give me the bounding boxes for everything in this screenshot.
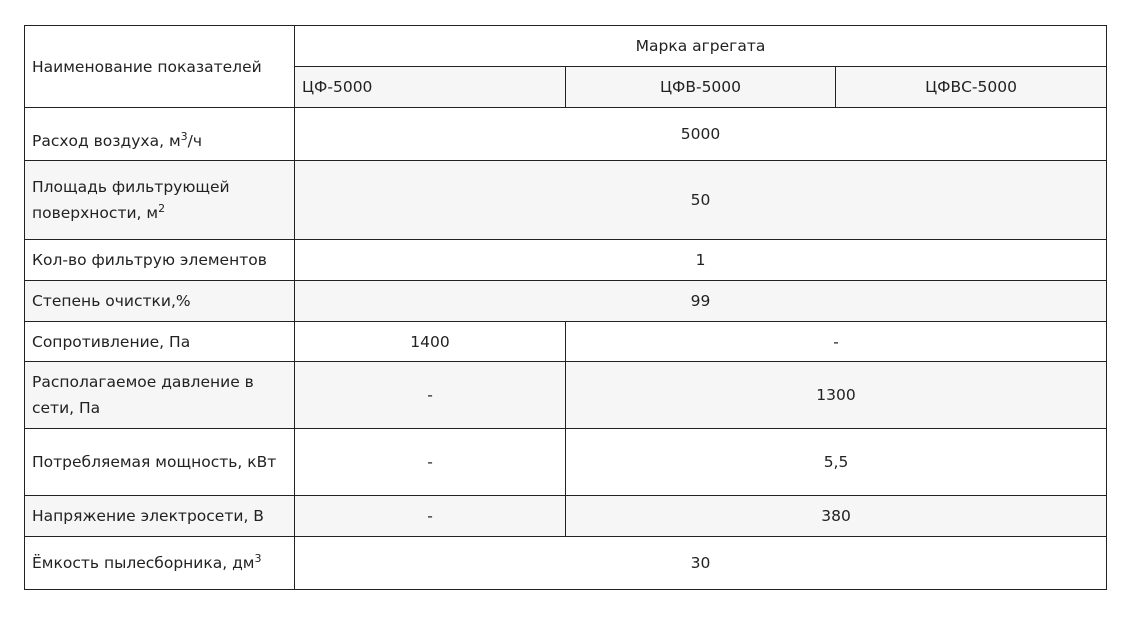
header-name-col: Наименование показателей	[24, 25, 295, 108]
table-row: Сопротивление, Па 1400 -	[24, 321, 1108, 362]
table-row: Располагаемое давление в сети, Па - 1300	[24, 361, 1108, 429]
row-label: Кол-во фильтрую элементов	[24, 239, 295, 281]
row-value: 1400	[294, 321, 566, 362]
row-value: 5,5	[564, 428, 1108, 496]
row-value: 1	[293, 239, 1108, 281]
row-value: -	[564, 321, 1108, 362]
row-label: Расход воздуха, м3/ч	[24, 107, 295, 161]
header-model: ЦФВ-5000	[565, 66, 836, 108]
row-label: Располагаемое давление в сети, Па	[24, 361, 295, 429]
table-row: Потребляемая мощность, кВт - 5,5	[24, 428, 1108, 496]
row-value: 50	[293, 160, 1108, 240]
row-value: 99	[293, 280, 1108, 322]
specs-table: Наименование показателей Марка агрегата …	[24, 25, 1108, 590]
row-value: -	[294, 361, 566, 429]
row-label: Потребляемая мощность, кВт	[24, 428, 295, 496]
table-row: Расход воздуха, м3/ч 5000	[24, 107, 1108, 161]
table-row: Площадь фильтрующей поверхности, м2 50	[24, 160, 1108, 240]
header-group: Марка агрегата	[293, 25, 1108, 67]
row-value: -	[294, 495, 566, 537]
table-row: Степень очистки,% 99	[24, 280, 1108, 322]
header-model: ЦФ-5000	[294, 66, 566, 108]
row-value: 1300	[564, 361, 1108, 429]
table-row: Кол-во фильтрую элементов 1	[24, 239, 1108, 281]
row-value: 5000	[293, 107, 1108, 161]
header-model: ЦФВС-5000	[834, 66, 1108, 108]
row-value: 30	[293, 536, 1108, 590]
table-row: Ёмкость пылесборника, дм3 30	[24, 536, 1108, 590]
row-label: Напряжение электросети, В	[24, 495, 295, 537]
row-label: Площадь фильтрующей поверхности, м2	[24, 160, 295, 240]
row-value: -	[294, 428, 566, 496]
row-label: Ёмкость пылесборника, дм3	[24, 536, 295, 590]
row-value: 380	[564, 495, 1108, 537]
row-label: Степень очистки,%	[24, 280, 295, 322]
row-label: Сопротивление, Па	[24, 321, 295, 362]
table-row: Напряжение электросети, В - 380	[24, 495, 1108, 537]
